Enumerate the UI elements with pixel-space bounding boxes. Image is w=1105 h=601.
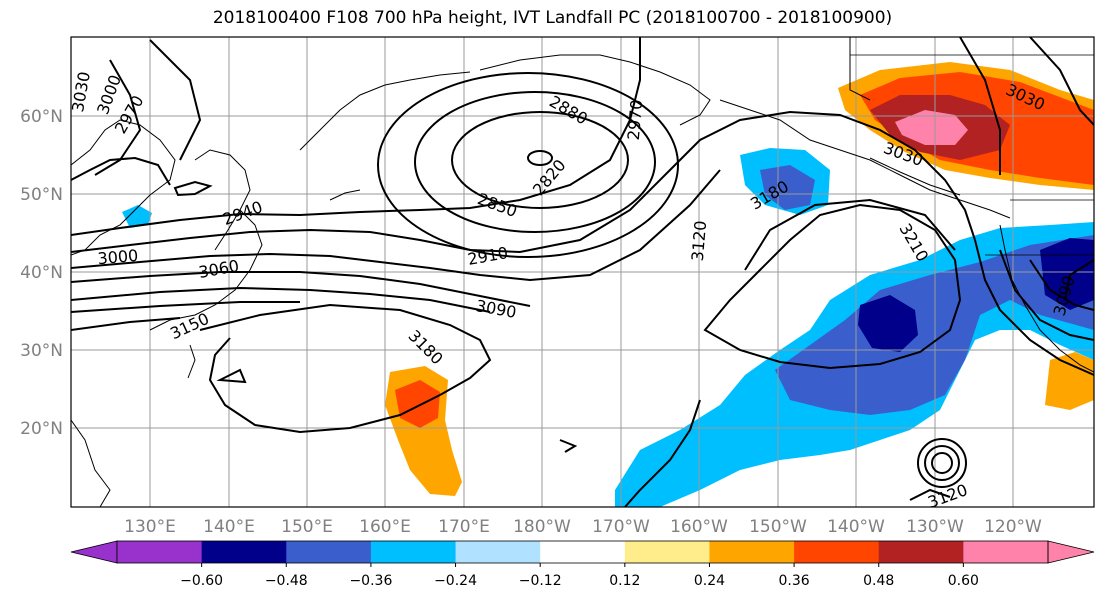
lat-label: 50°N: [20, 185, 63, 205]
contour-label: 2820: [529, 156, 570, 199]
lon-label: 130°W: [906, 517, 964, 537]
map-frame: [70, 36, 1095, 508]
colorbar-tick-label: 0.12: [609, 573, 640, 589]
colorbar-tick-label: −0.48: [265, 573, 308, 589]
ivt-positive-central-core: [395, 380, 440, 428]
colorbar-extend-high: [1047, 540, 1095, 564]
colorbar-tick-label: −0.12: [519, 573, 562, 589]
colorbar-segment: [455, 541, 541, 563]
latitude-labels: 60°N 50°N 40°N 30°N 20°N: [20, 107, 63, 439]
colorbar-outline: [116, 540, 1049, 564]
ivt-positive-ne-max: [895, 110, 968, 145]
colorbar-tick-label: −0.24: [434, 573, 477, 589]
colorbar-segment: [370, 541, 457, 563]
longitude-labels: 130°E 140°E 150°E 160°E 170°E 180°W 170°…: [124, 517, 1042, 537]
colorbar-extend-low: [70, 540, 118, 564]
contour-label: 3090: [474, 296, 517, 322]
colorbar-segment: [794, 541, 880, 563]
contour-label: 3120: [688, 220, 710, 262]
colorbar-tick-label: −0.36: [349, 573, 392, 589]
lat-label: 40°N: [20, 263, 63, 283]
map-title: 2018100400 F108 700 hPa height, IVT Land…: [212, 8, 893, 28]
lon-label: 170°E: [438, 517, 490, 537]
colorbar-segment: [540, 541, 626, 563]
lon-label: 180°W: [513, 517, 571, 537]
colorbar-tick-labels: −0.60 −0.48 −0.36 −0.24 −0.12 0.12 0.24 0.36 0.4…: [180, 563, 979, 589]
lon-label: 150°W: [749, 517, 807, 537]
contour-label: 3180: [405, 326, 447, 368]
colorbar-segment: [709, 541, 795, 563]
colorbar-tick-label: 0.36: [779, 573, 810, 589]
colorbar-segment: [286, 541, 372, 563]
lon-label: 130°E: [124, 517, 176, 537]
lat-label: 60°N: [20, 107, 63, 127]
contour-label: 3000: [97, 246, 139, 268]
colorbar-tick-label: 0.60: [948, 573, 979, 589]
ivt-negative-west: [122, 205, 152, 228]
coastlines: [71, 37, 1094, 507]
lon-label: 160°W: [670, 517, 728, 537]
contour-label: 2940: [220, 197, 265, 229]
ivt-positive-se: [1045, 352, 1094, 410]
lon-label: 160°E: [359, 517, 411, 537]
colorbar-segment: [117, 541, 203, 563]
colorbar-segment: [878, 541, 964, 563]
lat-label: 30°N: [20, 341, 63, 361]
colorbar: [70, 540, 1095, 564]
colorbar-segment: [963, 541, 1049, 563]
lat-label: 20°N: [20, 419, 63, 439]
lon-label: 140°E: [203, 517, 255, 537]
lon-label: 120°W: [984, 517, 1042, 537]
contour-label: 2910: [466, 243, 509, 269]
contour-label: 3060: [197, 256, 240, 282]
colorbar-tick-label: 0.24: [694, 573, 725, 589]
height-contours: [71, 37, 1094, 507]
colorbar-tick-label: −0.60: [180, 573, 223, 589]
borders: [849, 37, 1094, 256]
contour-label: 3210: [895, 220, 932, 265]
ivt-negative-core-1: [858, 295, 918, 352]
colorbar-segment: [201, 541, 287, 563]
contour-label: 3030: [68, 70, 94, 113]
contour-label: 3150: [167, 309, 212, 343]
lon-label: 140°W: [827, 517, 885, 537]
lon-label: 170°W: [592, 517, 650, 537]
colorbar-tick-label: 0.48: [863, 573, 894, 589]
colorbar-segment: [624, 541, 710, 563]
ivt-negative-east-core: [760, 165, 815, 210]
lon-label: 150°E: [281, 517, 333, 537]
contour-label: 2970: [624, 99, 646, 141]
